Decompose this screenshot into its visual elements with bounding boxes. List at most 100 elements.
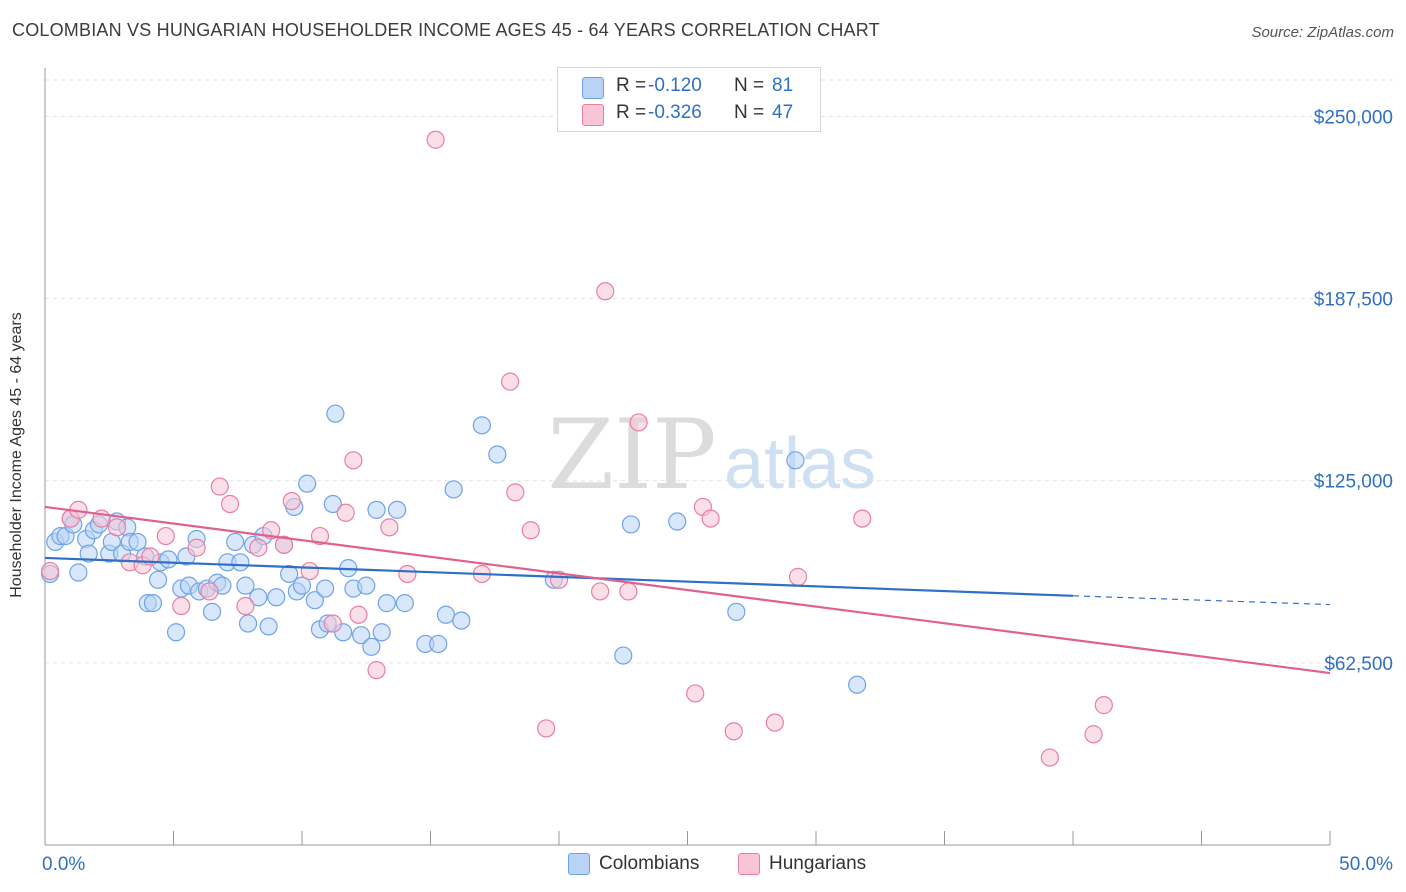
colombian-point bbox=[231, 553, 250, 572]
y-tick-label: $187,500 bbox=[1314, 290, 1393, 311]
hungarian-point bbox=[300, 561, 319, 581]
colombian-point bbox=[159, 550, 178, 569]
hungarian-point bbox=[629, 413, 648, 432]
colombian-trend-line bbox=[44, 556, 1074, 597]
colombian-point bbox=[226, 532, 245, 552]
colombian-trend-line-extension bbox=[1072, 595, 1331, 606]
colombian-point bbox=[727, 602, 746, 621]
hungarian-point bbox=[596, 282, 615, 301]
colombian-point bbox=[79, 544, 98, 563]
colombian-point bbox=[202, 602, 222, 621]
colombian-point bbox=[166, 623, 186, 642]
hungarian-point bbox=[262, 521, 281, 540]
hungarian-point bbox=[549, 570, 569, 589]
hungarian-point bbox=[344, 451, 363, 470]
legend-swatch-hungarians bbox=[738, 853, 760, 875]
hungarian-point bbox=[1084, 725, 1103, 744]
hungarian-point bbox=[537, 719, 556, 738]
hungarian-point bbox=[349, 605, 368, 624]
watermark-zip: ZIP bbox=[547, 399, 716, 511]
colombian-point bbox=[367, 500, 386, 519]
hungarian-point bbox=[249, 538, 268, 557]
hungarian-point bbox=[367, 661, 386, 680]
legend-swatch-colombians bbox=[582, 77, 604, 99]
colombian-point bbox=[436, 605, 456, 624]
hungarian-point bbox=[398, 564, 417, 584]
colombian-point bbox=[452, 611, 471, 630]
stats-legend: R = -0.120 N = 81 R = -0.326 N = 47 bbox=[557, 67, 821, 132]
colombian-point bbox=[69, 563, 88, 582]
y-axis-label: Householder Income Ages 45 - 64 years bbox=[8, 312, 25, 598]
colombian-point bbox=[444, 480, 463, 499]
colombian-point bbox=[395, 594, 414, 613]
colombian-point bbox=[143, 594, 163, 613]
colombian-point bbox=[292, 576, 312, 595]
legend-label-hungarians: Hungarians bbox=[769, 853, 867, 874]
y-tick-label: $250,000 bbox=[1314, 107, 1393, 128]
hungarian-point bbox=[200, 582, 219, 601]
chart-title: COLOMBIAN VS HUNGARIAN HOUSEHOLDER INCOM… bbox=[12, 20, 880, 40]
colombian-point bbox=[280, 564, 299, 584]
legend-r-label: R = bbox=[616, 75, 647, 96]
colombian-point bbox=[362, 637, 381, 656]
colombian-point bbox=[621, 515, 641, 534]
legend-r-value: -0.120 bbox=[648, 75, 702, 96]
colombian-point bbox=[786, 451, 805, 470]
colombian-point bbox=[472, 416, 491, 435]
hungarian-point bbox=[619, 582, 638, 601]
hungarian-point bbox=[156, 526, 175, 546]
colombian-point bbox=[249, 588, 268, 607]
hungarian-point bbox=[210, 477, 229, 496]
hungarian-point bbox=[591, 582, 610, 601]
hungarian-point bbox=[853, 509, 872, 528]
colombian-point bbox=[238, 614, 258, 633]
colombian-point bbox=[488, 445, 507, 464]
hungarian-point bbox=[701, 509, 720, 528]
hungarian-point bbox=[220, 494, 240, 514]
hungarian-point bbox=[323, 614, 342, 633]
y-tick-labels: $62,500 $125,000 $187,500 $250,000 bbox=[1314, 107, 1393, 674]
source-label: Source: ZipAtlas.com bbox=[1251, 24, 1394, 41]
colombian-point bbox=[148, 570, 168, 589]
hungarian-point bbox=[336, 503, 355, 522]
colombian-point bbox=[352, 626, 371, 645]
legend-item-colombians[interactable]: Colombians bbox=[568, 852, 718, 876]
x-tick-label: 50.0% bbox=[1339, 854, 1393, 875]
gridlines bbox=[45, 79, 1395, 664]
hungarian-point bbox=[310, 526, 330, 546]
colombian-point bbox=[377, 594, 396, 613]
colombian-point bbox=[236, 576, 255, 595]
hungarian-point bbox=[1040, 748, 1059, 767]
y-tick-label: $62,500 bbox=[1324, 654, 1393, 675]
legend-r-label: R = bbox=[616, 102, 647, 123]
hungarian-point bbox=[686, 684, 705, 703]
hungarian-point bbox=[41, 561, 60, 581]
watermark: ZIP atlas bbox=[547, 399, 876, 511]
hungarian-point bbox=[187, 538, 206, 557]
colombian-point bbox=[429, 634, 448, 654]
x-tick-labels: 0.0% 50.0% bbox=[42, 854, 1393, 875]
axes bbox=[44, 68, 1331, 846]
hungarian-point bbox=[788, 567, 808, 586]
legend-n-label: N = bbox=[734, 75, 765, 96]
colombian-point bbox=[259, 617, 278, 636]
hungarian-point bbox=[506, 483, 525, 502]
scatter-points bbox=[41, 130, 1113, 767]
hungarian-point bbox=[501, 372, 520, 391]
legend-r-value: -0.326 bbox=[648, 102, 702, 123]
colombian-point bbox=[848, 675, 867, 694]
hungarian-point bbox=[521, 521, 540, 540]
x-tick-label: 0.0% bbox=[42, 854, 85, 875]
colombian-point bbox=[614, 646, 633, 665]
hungarian-point bbox=[1094, 696, 1113, 715]
legend-n-value: 47 bbox=[772, 102, 794, 123]
colombian-point bbox=[323, 494, 342, 514]
legend-n-label: N = bbox=[734, 102, 765, 123]
colombian-point bbox=[267, 588, 286, 607]
colombian-point bbox=[326, 404, 345, 423]
legend-n-value: 81 bbox=[772, 75, 794, 96]
hungarian-point bbox=[380, 518, 399, 537]
legend-item-hungarians[interactable]: Hungarians bbox=[738, 852, 888, 876]
legend-swatch-colombians bbox=[568, 853, 590, 875]
